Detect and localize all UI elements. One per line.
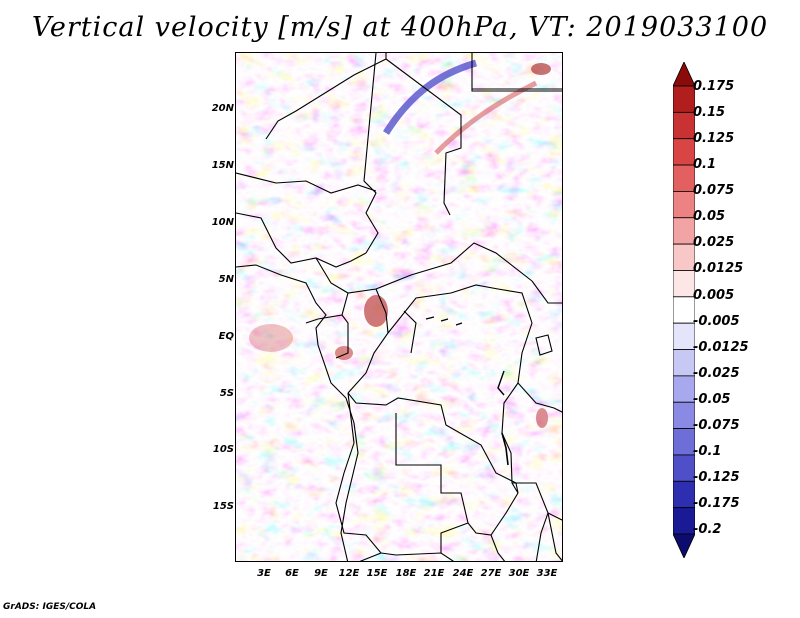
lon-tick-27e: 27E: [480, 568, 502, 579]
colorbar-label: -0.05: [693, 392, 731, 407]
lon-tick-15e: 15E: [366, 568, 388, 579]
lat-tick-5n: 5N: [218, 274, 234, 285]
colorbar-label: -0.175: [693, 496, 740, 511]
colorbar-cell: [673, 296, 695, 324]
lat-tick-10s: 10S: [212, 444, 234, 455]
political-boundaries: [236, 53, 562, 561]
chart-title: Vertical velocity [m/s] at 400hPa, VT: 2…: [31, 12, 769, 43]
colorbar-cell: [673, 270, 695, 298]
colorbar-cell: [673, 243, 695, 271]
colorbar-cell: [673, 191, 695, 219]
colorbar-cell: [673, 62, 695, 87]
lon-tick-30e: 30E: [508, 568, 530, 579]
colorbar-label: -0.075: [693, 418, 740, 433]
ascent-core-east: [536, 408, 548, 428]
colorbar-cell: [673, 375, 695, 403]
colorbar-label: -0.125: [693, 470, 740, 485]
lat-tick-15s: 15S: [212, 501, 234, 512]
colorbar-cell: [673, 138, 695, 166]
lon-tick-12e: 12E: [338, 568, 360, 579]
velocity-contours-texture: [236, 53, 562, 561]
colorbar-cell: [673, 111, 695, 140]
colorbar-cell: [673, 322, 695, 350]
colorbar-cell: [673, 533, 695, 558]
colorbar-cell: [673, 454, 695, 482]
descent-band-north: [383, 59, 477, 135]
colorbar-label: 0.0125: [693, 261, 744, 276]
colorbar-label: 0.1: [693, 157, 717, 172]
lon-tick-18e: 18E: [395, 568, 417, 579]
colorbar-cell: [673, 85, 695, 113]
lat-tick-5s: 5S: [219, 388, 234, 399]
colorbar-label: -0.2: [693, 522, 722, 537]
colorbar-cells: [673, 62, 695, 558]
colorbar-cell: [673, 480, 695, 509]
lat-tick-10n: 10N: [211, 217, 234, 228]
lat-tick-20n: 20N: [211, 103, 234, 114]
colorbar-cell: [673, 349, 695, 377]
lat-tick-eq: EQ: [218, 331, 234, 342]
ascent-patch-gulf: [249, 324, 293, 352]
colorbar-label: 0.025: [693, 235, 735, 250]
map-panel: [235, 52, 563, 562]
colorbar-cell: [673, 507, 695, 535]
ascent-core-gabon: [335, 346, 353, 360]
colorbar-label: 0.175: [693, 79, 735, 94]
colorbar-label: 0.005: [693, 288, 735, 303]
colorbar-label: -0.0125: [693, 340, 749, 355]
colorbar-label: 0.05: [693, 209, 726, 224]
colorbar-label: 0.125: [693, 131, 735, 146]
colorbar-cell: [673, 401, 695, 429]
colorbar-label: -0.1: [693, 444, 722, 459]
colorbar-cell: [673, 217, 695, 245]
lon-tick-33e: 33E: [536, 568, 558, 579]
ascent-core-ne: [531, 63, 551, 75]
colorbar-cell: [673, 428, 695, 456]
vertical-velocity-field: [236, 53, 562, 561]
lon-tick-24e: 24E: [452, 568, 474, 579]
ascent-core-congo: [364, 295, 388, 327]
colorbar: [673, 62, 695, 558]
lon-tick-21e: 21E: [423, 568, 445, 579]
lon-tick-9e: 9E: [314, 568, 328, 579]
lat-tick-15n: 15N: [211, 160, 234, 171]
colorbar-label: 0.075: [693, 183, 735, 198]
colorbar-label: -0.005: [693, 314, 740, 329]
ascent-band-north: [434, 80, 538, 155]
lon-tick-6e: 6E: [285, 568, 299, 579]
colorbar-label: 0.15: [693, 105, 726, 120]
grads-credit: GrADS: IGES/COLA: [3, 602, 97, 612]
colorbar-label: -0.025: [693, 366, 740, 381]
colorbar-cell: [673, 164, 695, 192]
lon-tick-3e: 3E: [257, 568, 271, 579]
